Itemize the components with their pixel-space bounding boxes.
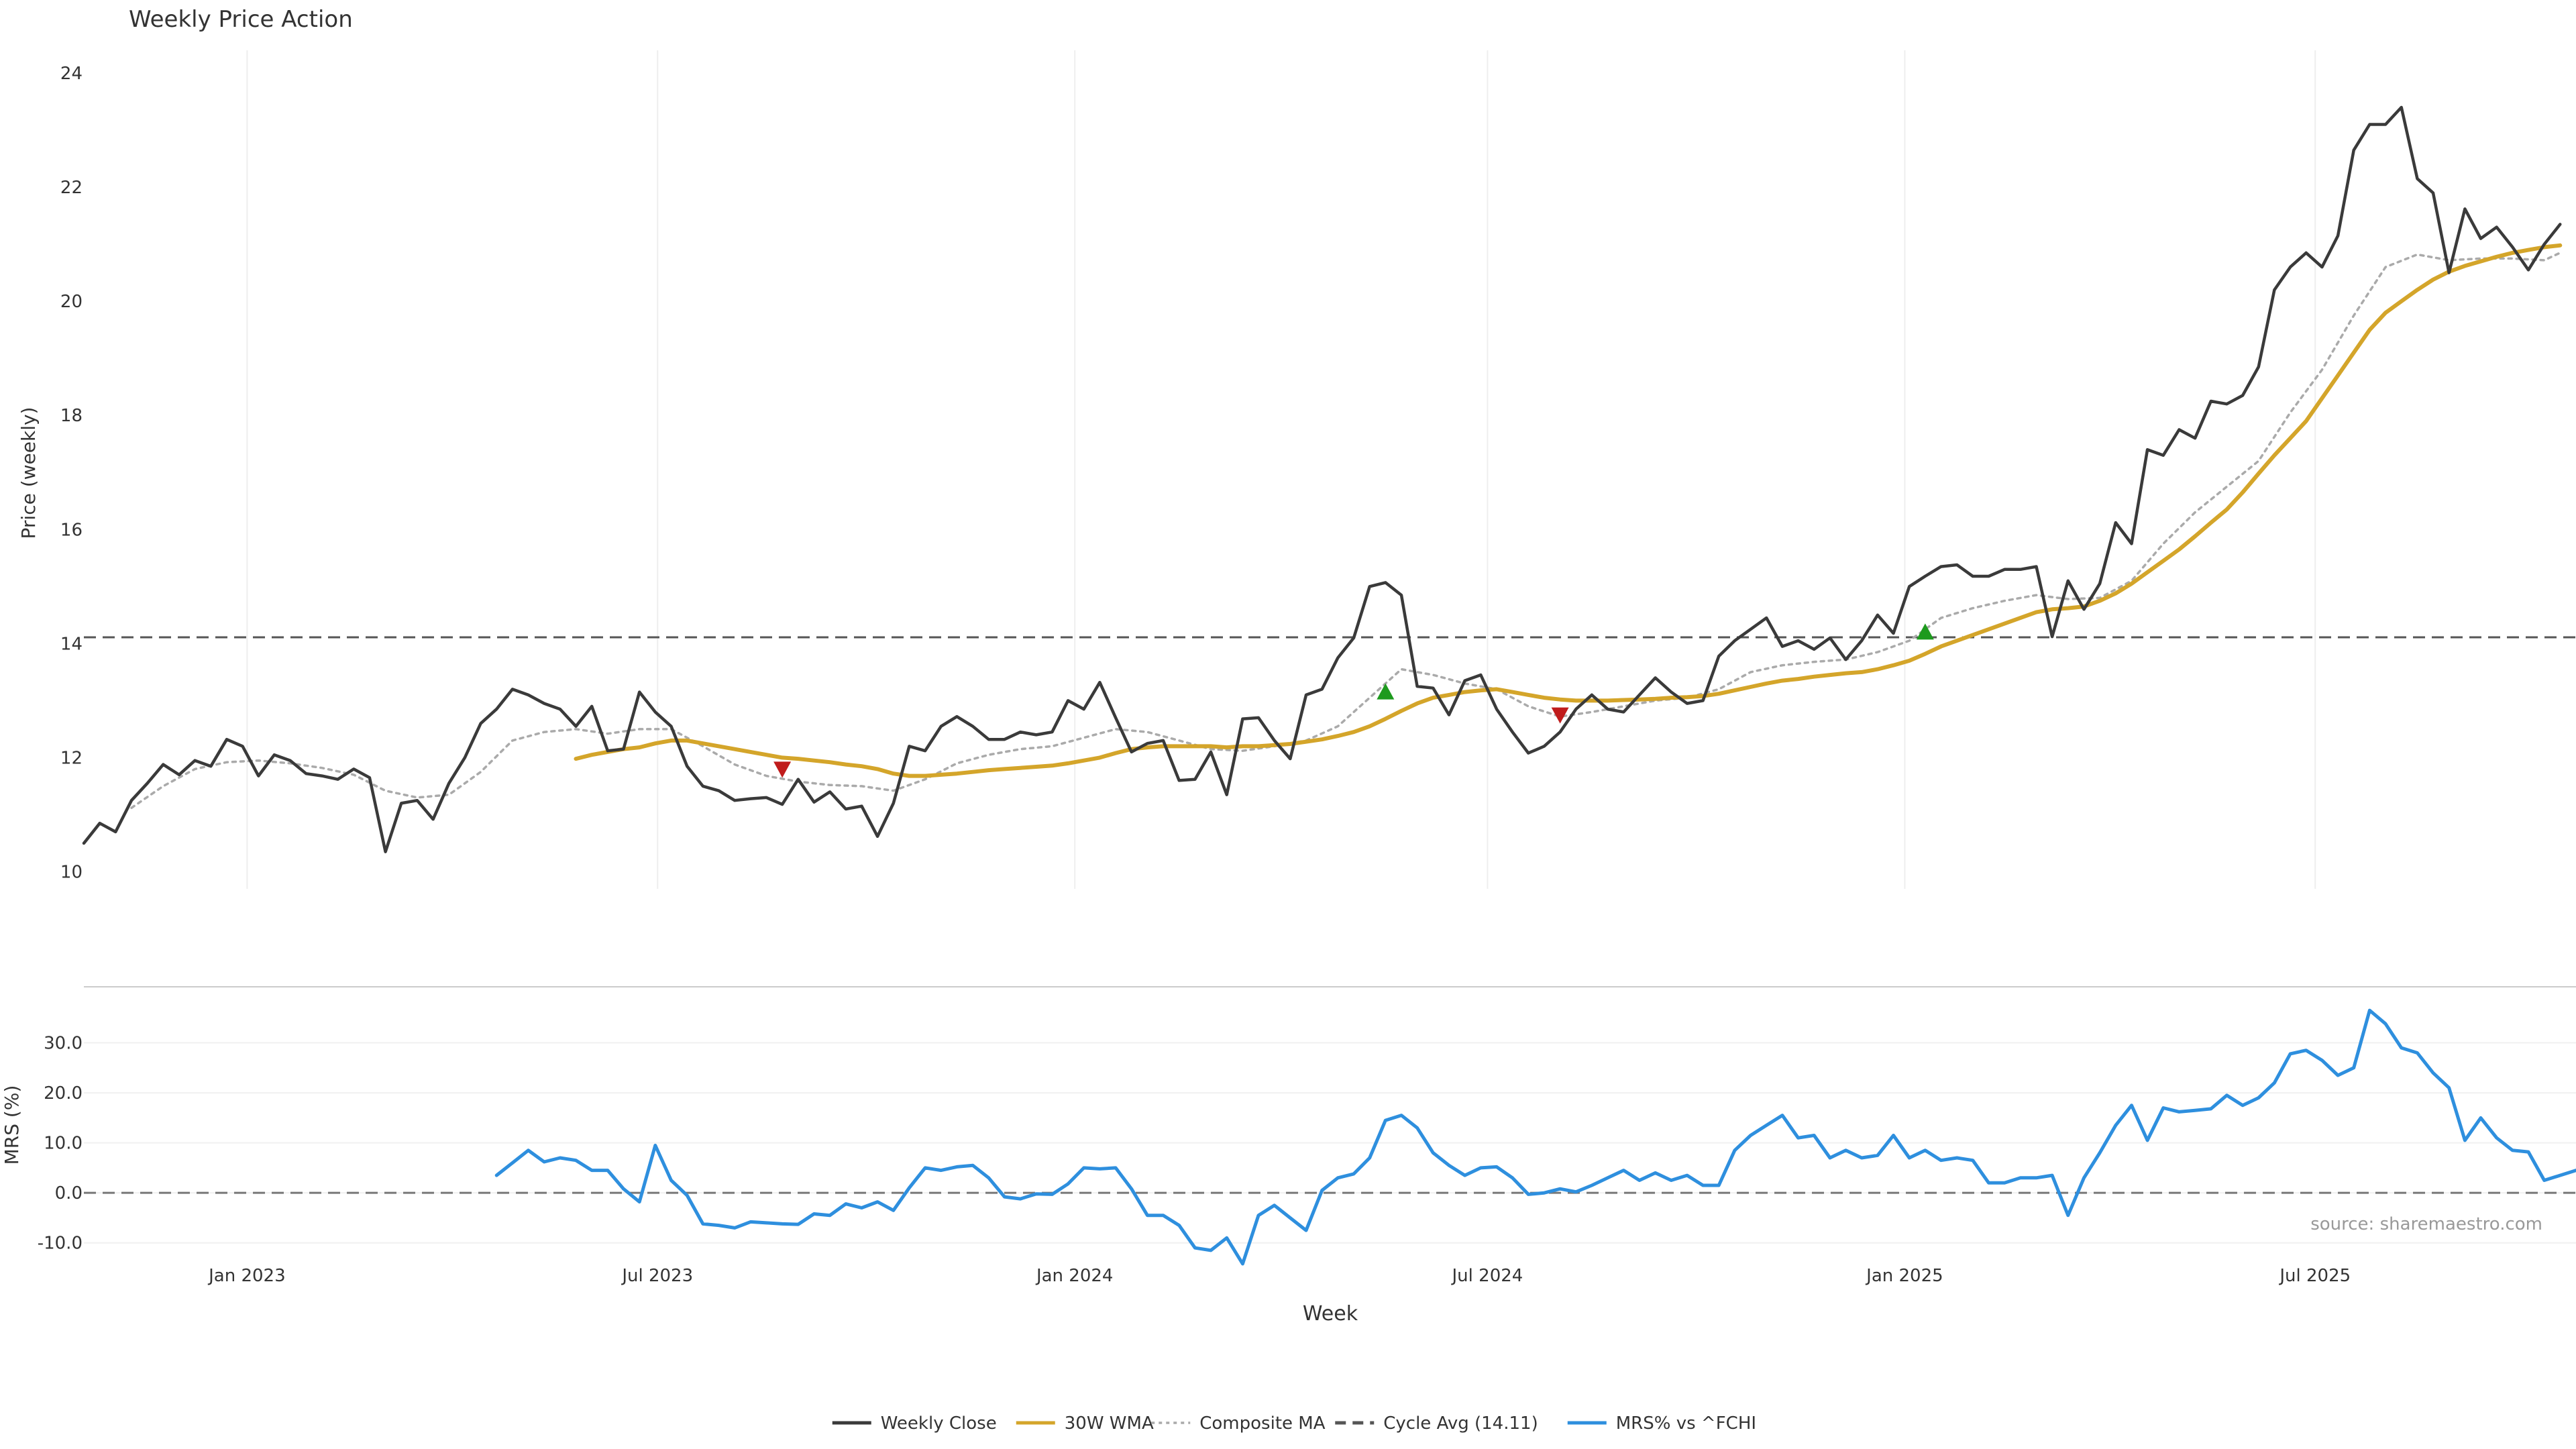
x-tick-label: Jul 2025: [2278, 1266, 2351, 1286]
mrs-y-tick-label: 30.0: [44, 1034, 83, 1054]
legend-label: Weekly Close: [881, 1413, 997, 1434]
price-y-tick-label: 10: [60, 862, 83, 882]
mrs-axis-label: MRS (%): [1, 1085, 23, 1165]
price-y-tick-label: 20: [60, 292, 83, 312]
mrs-y-tick-label: -10.0: [38, 1234, 83, 1254]
chart-title: Weekly Price Action: [129, 6, 353, 33]
price-y-tick-label: 12: [60, 748, 83, 768]
price-y-tick-label: 18: [60, 406, 83, 426]
weekly-close-line: [82, 105, 2562, 853]
legend-label: MRS% vs ^FCHI: [1616, 1413, 1756, 1434]
price-y-tick-label: 14: [60, 634, 83, 654]
mrs-line: [494, 1008, 2576, 1266]
wma-30w-line: [574, 243, 2563, 778]
x-tick-label: Jan 2023: [207, 1266, 286, 1286]
sell-signal-marker: [773, 761, 792, 778]
price-y-tick-label: 16: [60, 520, 83, 540]
buy-signal-marker: [1916, 623, 1934, 640]
price-y-tick-labels: 10 12 14 16 18 20 22 24: [60, 64, 83, 882]
buy-signal-marker: [1377, 683, 1395, 700]
x-tick-label: Jan 2025: [1865, 1266, 1943, 1286]
source-note: source: sharemaestro.com: [2310, 1214, 2542, 1234]
price-y-tick-label: 24: [60, 64, 83, 84]
composite-ma-line: [130, 252, 2562, 810]
x-tick-label: Jul 2023: [621, 1266, 693, 1286]
legend: Weekly Close 30W WMA Composite MA Cycle Avg…: [832, 1413, 1756, 1434]
x-tick-labels: Jan 2023 Jul 2023 Jan 2024 Jul 2024 Jan 2025…: [207, 1266, 2351, 1286]
x-tick-label: Jul 2024: [1451, 1266, 1523, 1286]
mrs-panel-gridlines: [84, 1042, 2576, 1244]
mrs-series: [494, 1008, 2576, 1266]
x-tick-label: Jan 2024: [1035, 1266, 1114, 1286]
price-axis-label: Price (weekly): [17, 407, 40, 539]
signal-markers: [773, 623, 1934, 778]
sell-signal-marker: [1551, 707, 1569, 724]
price-y-tick-label: 22: [60, 178, 83, 198]
mrs-y-tick-label: 20.0: [44, 1083, 83, 1104]
legend-label: Composite MA: [1199, 1413, 1325, 1434]
x-axis-label: Week: [1303, 1302, 1358, 1326]
mrs-y-tick-labels: -10.0 0.0 10.0 20.0 30.0: [38, 1034, 83, 1254]
price-panel-gridlines: [246, 50, 2316, 889]
mrs-y-tick-label: 0.0: [55, 1183, 83, 1203]
mrs-y-tick-label: 10.0: [44, 1134, 83, 1154]
legend-label: Cycle Avg (14.11): [1383, 1413, 1538, 1434]
price-series: [82, 105, 2563, 853]
legend-label: 30W WMA: [1065, 1413, 1154, 1434]
